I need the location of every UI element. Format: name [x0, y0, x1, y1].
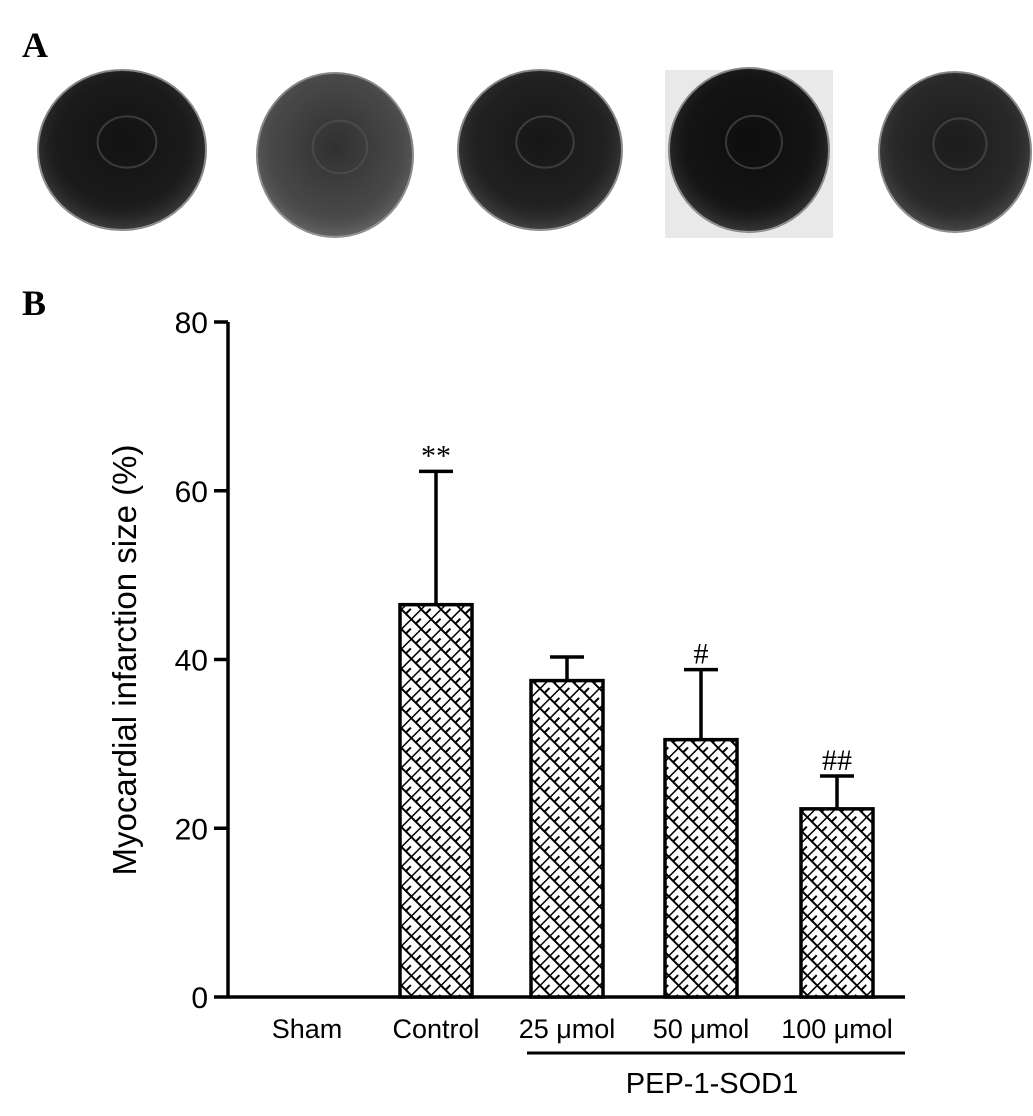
- panel-label-a: A: [22, 25, 48, 65]
- y-tick-label: 0: [191, 982, 208, 1015]
- y-tick-label: 60: [175, 476, 208, 509]
- heart-section-pep1-sod1-100: [878, 71, 1032, 233]
- heart-section-sham: [37, 69, 207, 231]
- x-tick-label: 100 μmol: [781, 1014, 893, 1044]
- chart-bars: [398, 469, 875, 999]
- y-tick-label: 40: [175, 645, 208, 678]
- heart-section-pep1-sod1-25: [457, 69, 623, 231]
- chart-labels: 0 20 40 60 80 Myocardial infarction size (%) S…: [106, 307, 893, 1100]
- group-label: PEP-1-SOD1: [626, 1068, 798, 1100]
- bar-1: [398, 602, 474, 999]
- significance-mark-3: #: [694, 638, 709, 671]
- significance-mark-1: **: [421, 439, 451, 472]
- bar-4: [799, 807, 875, 999]
- bar-3: [663, 737, 739, 999]
- heart-section-control: [256, 72, 414, 238]
- heart-section-pep1-sod1-50: [668, 67, 830, 233]
- bar-2: [529, 678, 605, 999]
- panel-label-b: B: [22, 283, 47, 323]
- y-tick-label: 20: [175, 813, 208, 846]
- x-tick-label: Control: [392, 1014, 479, 1044]
- significance-mark-4: ##: [822, 744, 852, 777]
- heart-sections-panel: [37, 67, 1032, 238]
- x-tick-label: 25 μmol: [519, 1014, 616, 1044]
- x-tick-label: Sham: [272, 1014, 343, 1044]
- y-axis-label: Myocardial infarction size (%): [106, 445, 143, 876]
- x-tick-label: 50 μmol: [653, 1014, 750, 1044]
- y-tick-label: 80: [175, 307, 208, 340]
